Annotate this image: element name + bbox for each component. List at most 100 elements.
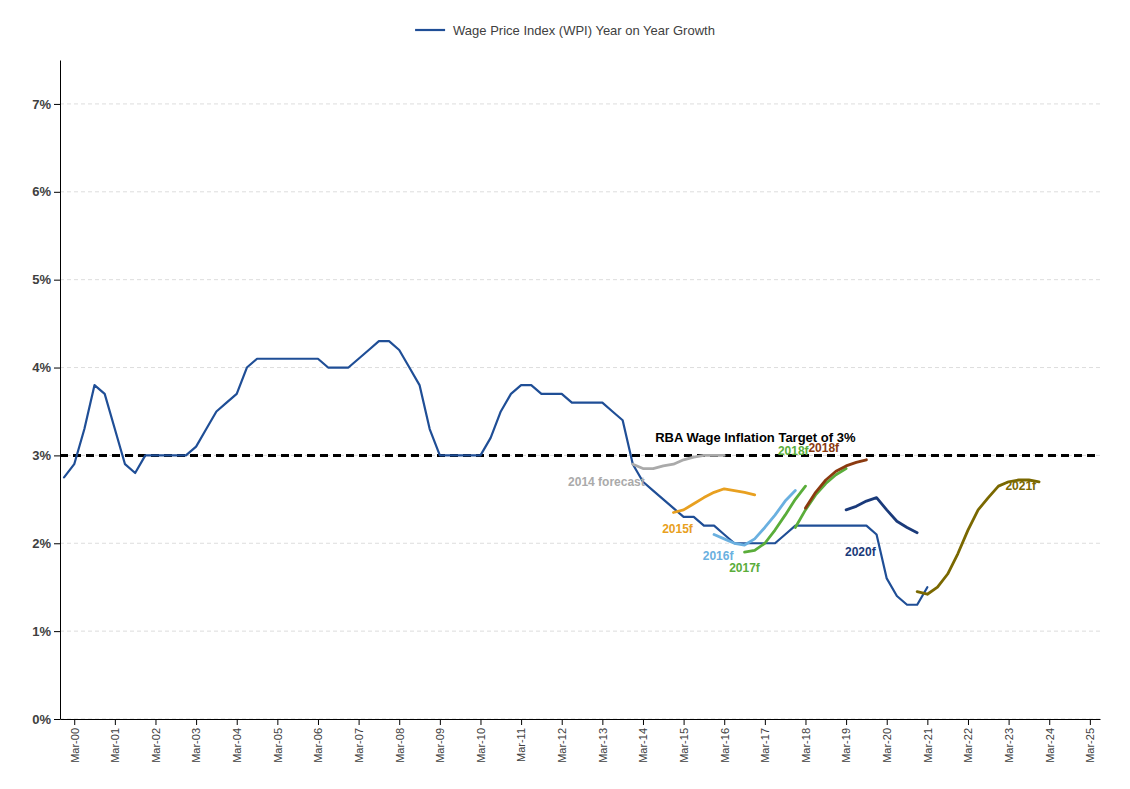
- x-tick: Mar-17: [759, 719, 771, 763]
- x-tick-label: Mar-07: [353, 728, 365, 763]
- plot-area: [60, 341, 1100, 605]
- reference-line: [60, 454, 1100, 457]
- x-tick-label: Mar-04: [231, 728, 243, 763]
- x-tick-mark: [115, 719, 116, 725]
- x-tick-mark: [1090, 719, 1091, 725]
- x-tick-mark: [968, 719, 969, 725]
- x-tick: Mar-02: [150, 719, 162, 763]
- x-tick: Mar-20: [881, 719, 893, 763]
- x-tick: Mar-12: [556, 719, 568, 763]
- x-tick-label: Mar-18: [800, 728, 812, 763]
- legend-swatch: [415, 29, 445, 31]
- x-tick-label: Mar-02: [150, 728, 162, 763]
- x-tick: Mar-04: [231, 719, 243, 763]
- annotation: 2014 forecast: [568, 475, 645, 489]
- annotation: 2018f: [778, 444, 810, 458]
- x-tick: Mar-00: [69, 719, 81, 763]
- x-tick-mark: [643, 719, 644, 725]
- y-tick-label: 0%: [32, 712, 51, 727]
- x-tick: Mar-16: [719, 719, 731, 763]
- x-tick-mark: [237, 719, 238, 725]
- x-tick: Mar-05: [272, 719, 284, 763]
- x-tick-label: Mar-13: [597, 728, 609, 763]
- grid-line: [60, 103, 1100, 104]
- y-tick: 4%: [32, 360, 60, 375]
- grid-line: [60, 279, 1100, 280]
- y-tick-label: 1%: [32, 624, 51, 639]
- y-tick: 2%: [32, 536, 60, 551]
- x-tick-mark: [602, 719, 603, 725]
- x-tick-mark: [1009, 719, 1010, 725]
- y-tick-mark: [54, 719, 60, 720]
- x-tick-mark: [562, 719, 563, 725]
- annotation: 2017f: [729, 561, 761, 575]
- x-tick-mark: [440, 719, 441, 725]
- x-tick-mark: [74, 719, 75, 725]
- x-tick-label: Mar-11: [515, 728, 527, 762]
- annotation: 2021f: [1005, 479, 1037, 493]
- grid-line: [60, 455, 1100, 456]
- annotation: 2018f: [808, 441, 840, 455]
- x-tick: Mar-10: [475, 719, 487, 763]
- x-tick: Mar-07: [353, 719, 365, 763]
- x-tick-label: Mar-14: [637, 728, 649, 763]
- x-tick-label: Mar-06: [312, 728, 324, 763]
- grid-line: [60, 191, 1100, 192]
- y-tick-mark: [54, 280, 60, 281]
- x-tick: Mar-14: [637, 719, 649, 763]
- x-tick-label: Mar-24: [1044, 728, 1056, 763]
- x-tick: Mar-15: [678, 719, 690, 763]
- x-tick-label: Mar-10: [475, 728, 487, 763]
- y-tick-label: 7%: [32, 97, 51, 112]
- x-tick-mark: [765, 719, 766, 725]
- chart: Mar-00Mar-01Mar-02Mar-03Mar-04Mar-05Mar-…: [0, 0, 1130, 789]
- x-tick: Mar-08: [394, 719, 406, 763]
- x-tick-label: Mar-19: [840, 728, 852, 763]
- y-tick-mark: [54, 104, 60, 105]
- x-tick-label: Mar-16: [719, 728, 731, 763]
- grid-line: [60, 543, 1100, 544]
- x-tick-label: Mar-09: [434, 728, 446, 763]
- series-line: [805, 460, 866, 508]
- x-tick-label: Mar-08: [394, 728, 406, 763]
- y-tick-label: 6%: [32, 184, 51, 199]
- x-tick: Mar-13: [597, 719, 609, 763]
- y-tick-mark: [54, 368, 60, 369]
- x-tick-mark: [359, 719, 360, 725]
- x-tick-label: Mar-21: [922, 728, 934, 763]
- x-tick-mark: [724, 719, 725, 725]
- x-tick: Mar-22: [962, 719, 974, 763]
- y-axis: 0% 1% 2% 3% 4% 5% 6% 7%: [32, 61, 60, 727]
- x-tick: Mar-06: [312, 719, 324, 763]
- grid-line: [60, 719, 1100, 720]
- x-tick-label: Mar-20: [881, 728, 893, 763]
- x-tick-label: Mar-23: [1003, 728, 1015, 763]
- y-tick-label: 3%: [32, 448, 51, 463]
- x-tick-mark: [196, 719, 197, 725]
- x-tick: Mar-24: [1044, 719, 1056, 763]
- x-tick-mark: [318, 719, 319, 725]
- series-line: [795, 469, 846, 528]
- y-tick-label: 5%: [32, 272, 51, 287]
- x-tick-label: Mar-03: [190, 728, 202, 763]
- annotation: 2015f: [662, 522, 694, 536]
- x-tick: Mar-18: [800, 719, 812, 763]
- y-tick: 6%: [32, 184, 60, 199]
- legend-label: Wage Price Index (WPI) Year on Year Grow…: [453, 23, 715, 38]
- x-tick-mark: [887, 719, 888, 725]
- y-tick: 0%: [32, 712, 60, 727]
- y-tick-mark: [54, 543, 60, 544]
- series-line: [846, 498, 917, 533]
- x-tick-label: Mar-22: [962, 728, 974, 763]
- y-tick-mark: [54, 192, 60, 193]
- x-tick-mark: [927, 719, 928, 725]
- x-tick-label: Mar-05: [272, 728, 284, 763]
- legend: Wage Price Index (WPI) Year on Year Grow…: [415, 23, 715, 38]
- x-tick-mark: [1049, 719, 1050, 725]
- y-tick: 7%: [32, 97, 60, 112]
- grid-line: [60, 367, 1100, 368]
- y-axis-line: [60, 61, 61, 720]
- y-tick-mark: [54, 631, 60, 632]
- x-tick-label: Mar-00: [69, 728, 81, 763]
- x-tick-mark: [155, 719, 156, 725]
